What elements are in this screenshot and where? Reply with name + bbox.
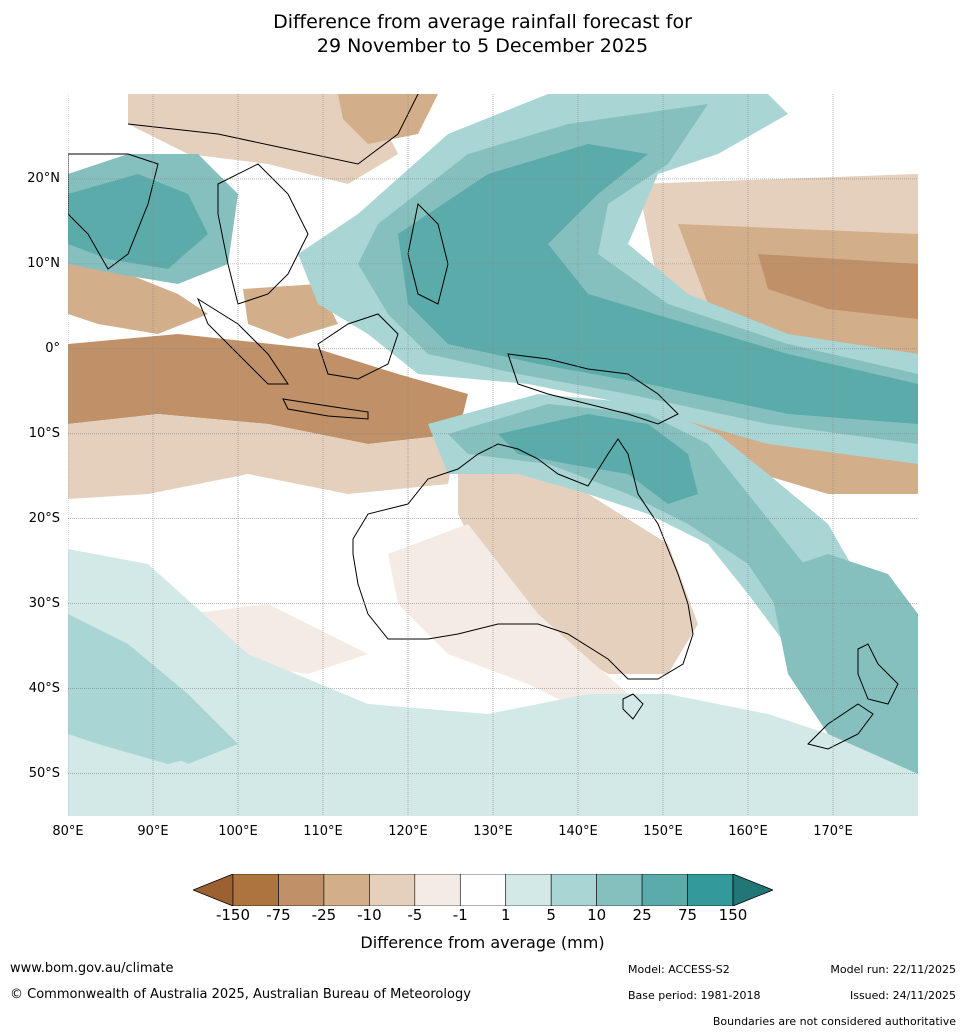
coastline-borneo <box>317 313 399 380</box>
footer-website: www.bom.gov.au/climate <box>10 961 174 976</box>
wet-region-bay-of-bengal-core <box>68 174 208 269</box>
colorbar-label-3: -10 <box>357 906 382 924</box>
lat-tick-label-5: 30°S <box>28 595 60 611</box>
lon-tick-label-5: 130°E <box>473 824 513 839</box>
wet-region-southern-ocean-outer <box>68 549 918 816</box>
wet-region-southern-ocean-west <box>68 684 208 764</box>
footer-copyright: © Commonwealth of Australia 2025, Austra… <box>10 987 471 1002</box>
colorbar-box-7 <box>550 873 597 907</box>
colorbar-box-6 <box>505 873 552 907</box>
footer-model-run: Model run: 22/11/2025 <box>830 963 956 976</box>
coastline-australia <box>352 438 694 680</box>
colorbar-box-2 <box>323 873 370 907</box>
coastline-tasmania <box>622 693 644 720</box>
colorbar-label-11: 150 <box>718 906 748 924</box>
colorbar-box-4 <box>414 873 461 907</box>
colorbar-svg <box>191 873 775 907</box>
dry-region-andaman <box>243 284 338 339</box>
wet-region-west-pacific-core <box>398 144 918 424</box>
dry-region-south-china-sea-north <box>338 94 438 144</box>
wet-region-tasman-sea <box>768 554 918 794</box>
colorbar-label-7: 5 <box>546 906 556 924</box>
lat-tick-label-0: 20°N <box>27 170 60 186</box>
coastline-new-guinea <box>507 353 679 425</box>
dry-region-indian-ocean-north <box>68 264 208 334</box>
coastline-india <box>68 153 159 270</box>
lon-tick-label-3: 110°E <box>303 824 343 839</box>
colorbar-label-6: 1 <box>500 906 511 924</box>
colorbar-box-5 <box>459 873 507 907</box>
lat-tick-label-4: 20°S <box>28 510 60 526</box>
wet-region-gulf-core <box>498 414 698 504</box>
colorbar-box-1 <box>278 873 325 907</box>
colorbar-label-9: 25 <box>632 906 652 924</box>
lon-tick-label-2: 100°E <box>218 824 258 839</box>
coastline-new-zealand-south <box>807 703 874 750</box>
colorbar-box-0 <box>232 873 279 907</box>
lon-tick-label-0: 80°E <box>52 824 84 839</box>
lon-tick-label-6: 140°E <box>558 824 598 839</box>
coastline-indochina <box>217 163 309 305</box>
colorbar-title: Difference from average (mm) <box>360 933 605 952</box>
colorbar <box>191 873 775 907</box>
footer-base-period: Base period: 1981-2018 <box>628 989 761 1002</box>
coastline-new-zealand-north <box>857 643 899 705</box>
colorbar-label-2: -25 <box>311 906 337 924</box>
lat-tick-label-3: 10°S <box>28 425 60 441</box>
coastline-java <box>282 398 369 420</box>
lat-tick-label-1: 10°N <box>27 255 60 271</box>
lat-tick-label-2: 0° <box>45 340 60 356</box>
dry-region-north-china <box>128 94 398 184</box>
map-svg <box>68 94 918 816</box>
lon-tick-label-1: 90°E <box>137 824 169 839</box>
footer-issued: Issued: 24/11/2025 <box>849 989 956 1002</box>
rainfall-map <box>68 94 918 816</box>
lon-tick-label-4: 120°E <box>388 824 428 839</box>
lat-tick-label-7: 50°S <box>28 765 60 781</box>
colorbar-label-5: -1 <box>452 906 468 924</box>
colorbar-label-8: 10 <box>587 906 607 924</box>
coastline-sumatra <box>196 297 289 385</box>
colorbar-label-4: -5 <box>407 906 423 924</box>
colorbar-label-1: -75 <box>266 906 291 924</box>
colorbar-box-8 <box>596 873 643 907</box>
colorbar-label-0: -150 <box>215 906 251 924</box>
colorbar-extend-high <box>732 873 775 907</box>
dry-region-indian-ocean-south <box>68 414 458 499</box>
colorbar-label-10: 75 <box>677 906 698 924</box>
colorbar-box-10 <box>687 873 734 907</box>
colorbar-box-9 <box>641 873 688 907</box>
title-line-2: 29 November to 5 December 2025 <box>316 35 649 57</box>
graticule <box>68 94 918 816</box>
lon-tick-label-8: 160°E <box>728 824 768 839</box>
dry-region-north-pacific-inner <box>758 254 918 319</box>
map-title: Difference from average rainfall forecas… <box>0 10 965 58</box>
lon-tick-label-7: 150°E <box>643 824 683 839</box>
colorbar-box-3 <box>369 873 416 907</box>
colorbar-extend-low <box>191 873 234 907</box>
title-line-1: Difference from average rainfall forecas… <box>273 11 692 33</box>
lon-tick-label-9: 170°E <box>813 824 853 839</box>
footer-model: Model: ACCESS-S2 <box>628 963 730 976</box>
footer-disclaimer: Boundaries are not considered authoritat… <box>712 1015 956 1028</box>
wet-anomaly-regions <box>68 94 918 816</box>
lat-tick-label-6: 40°S <box>28 680 60 696</box>
